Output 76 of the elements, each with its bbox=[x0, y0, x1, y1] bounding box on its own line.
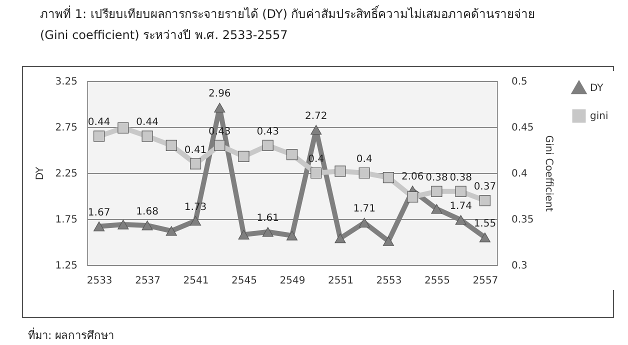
data-label: 0.37 bbox=[474, 182, 496, 193]
point bbox=[382, 172, 394, 184]
y2-tick-label: 0.3 bbox=[512, 260, 528, 272]
y2-tick-label: 0.5 bbox=[512, 76, 528, 88]
point bbox=[166, 140, 177, 151]
data-label: 0.44 bbox=[136, 117, 158, 128]
point bbox=[94, 222, 105, 232]
data-label: 1.55 bbox=[474, 218, 496, 230]
point bbox=[238, 150, 250, 162]
point bbox=[358, 218, 370, 228]
x-tick-label: 2551 bbox=[328, 276, 354, 286]
y2-tick-label: 0.4 bbox=[512, 168, 528, 180]
point bbox=[334, 166, 346, 177]
point bbox=[431, 204, 442, 214]
data-label: 1.61 bbox=[256, 212, 280, 224]
point bbox=[479, 232, 490, 242]
x-tick-label: 2533 bbox=[86, 276, 112, 286]
data-label: 0.43 bbox=[256, 126, 280, 138]
point bbox=[407, 191, 418, 202]
x-tick-label: 2545 bbox=[232, 276, 257, 286]
point bbox=[142, 130, 153, 142]
data-label: 1.67 bbox=[88, 207, 110, 218]
point bbox=[455, 215, 466, 225]
point bbox=[190, 158, 202, 170]
point bbox=[262, 227, 274, 237]
x-tick-label: 2553 bbox=[376, 276, 402, 286]
data-label: 0.38 bbox=[426, 172, 448, 184]
data-label: 1.68 bbox=[136, 206, 158, 218]
y2-tick-label: 0.35 bbox=[512, 214, 534, 226]
point bbox=[310, 167, 322, 179]
y-tick-label: 2.75 bbox=[55, 122, 78, 134]
point bbox=[431, 186, 442, 197]
point bbox=[166, 226, 177, 236]
point bbox=[238, 230, 250, 240]
chart-title: ภาพที่ 1: เปรียบเทียบผลการกระจายรายได้ (DY) กับค่าสัมประสิทธิ์ความไม่เสมอภาคด้านรายจ่าย (Gini coefficient) ระหว่างปี พ.ศ. 2533-2557 bbox=[40, 4, 536, 44]
data-label: 2.72 bbox=[304, 110, 328, 122]
point bbox=[334, 233, 346, 244]
point bbox=[214, 102, 226, 113]
text: ที่มา: ผลการศึกษา bbox=[28, 326, 114, 344]
data-label: 0.43 bbox=[208, 126, 231, 138]
point bbox=[118, 220, 129, 230]
y-tick-label: 3.25 bbox=[55, 76, 78, 88]
point bbox=[118, 122, 129, 134]
legend-label: DY bbox=[590, 83, 604, 94]
point bbox=[358, 167, 370, 179]
point bbox=[94, 130, 105, 142]
point bbox=[310, 124, 322, 135]
point bbox=[286, 149, 298, 160]
data-label: 0.44 bbox=[88, 117, 110, 128]
point bbox=[142, 220, 153, 230]
point bbox=[262, 140, 274, 151]
data-label: 2.96 bbox=[208, 88, 231, 100]
y-tick-label: 1.25 bbox=[55, 260, 78, 272]
point bbox=[479, 195, 490, 206]
data-label: 2.06 bbox=[401, 171, 424, 182]
y2-tick-label: 0.45 bbox=[512, 122, 534, 134]
y-axis-title: DY bbox=[35, 166, 46, 180]
data-label: 0.41 bbox=[184, 144, 207, 156]
x-tick-label: 2537 bbox=[135, 276, 161, 286]
y2-axis-title: Gini Coefficient bbox=[542, 135, 554, 212]
point bbox=[190, 216, 202, 226]
point bbox=[286, 230, 298, 240]
point bbox=[214, 140, 226, 151]
data-label: 0.38 bbox=[450, 172, 472, 184]
data-label: 1.74 bbox=[450, 200, 472, 212]
data-label: 1.71 bbox=[353, 204, 376, 215]
point bbox=[382, 236, 394, 246]
x-tick-label: 2557 bbox=[472, 276, 498, 286]
x-tick-label: 2541 bbox=[183, 276, 209, 286]
point bbox=[455, 186, 466, 197]
legend-label: gini bbox=[590, 111, 608, 122]
x-tick-label: 2555 bbox=[424, 276, 450, 286]
y-tick-label: 2.25 bbox=[55, 168, 78, 180]
data-label: 0.4 bbox=[356, 154, 372, 165]
y-tick-label: 1.75 bbox=[55, 214, 78, 226]
x-tick-label: 2549 bbox=[280, 276, 306, 286]
